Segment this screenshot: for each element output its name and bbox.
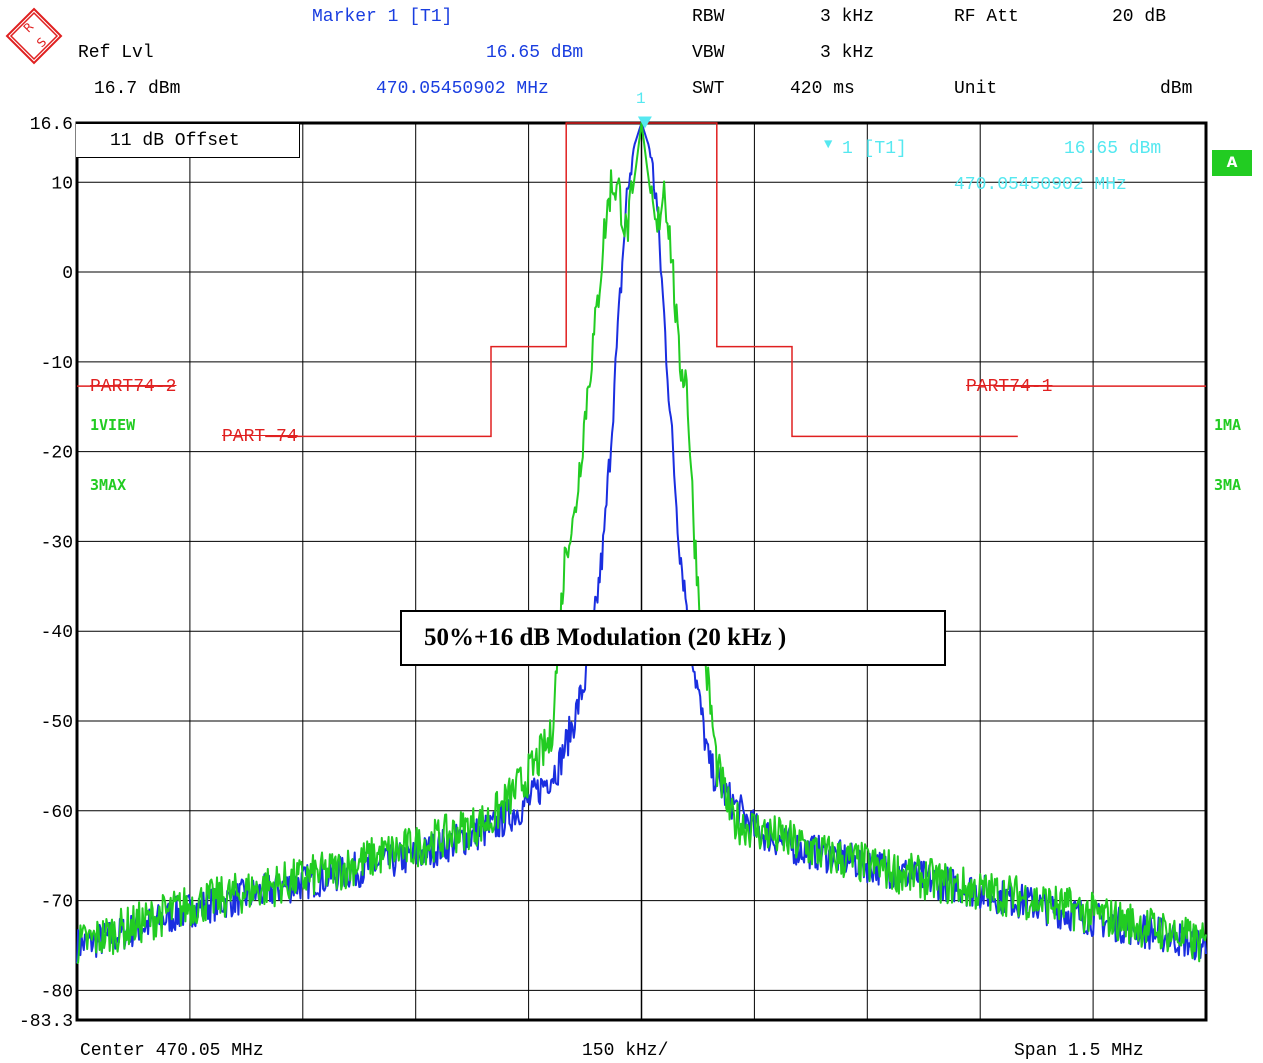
trace3-left-label: 3MAX xyxy=(90,476,127,494)
rbw-label: RBW xyxy=(692,7,725,27)
y-tick-label: 0 xyxy=(62,264,73,284)
y-tick-label: -10 xyxy=(41,354,73,374)
center-frequency: Center 470.05 MHz xyxy=(80,1041,264,1061)
vbw-value: 3 kHz xyxy=(820,43,875,63)
marker-frequency: 470.05450902 MHz xyxy=(376,79,549,99)
y-tick-label: -80 xyxy=(41,982,73,1002)
limit-part74-1-label: PART74-1 xyxy=(966,377,1053,397)
marker-box-triangle-icon: ▼ xyxy=(824,137,833,153)
marker-number-label: 1 xyxy=(636,90,646,108)
span: Span 1.5 MHz xyxy=(1014,1041,1144,1061)
y-tick-label: -40 xyxy=(41,623,73,643)
modulation-caption: 50%+16 dB Modulation (20 kHz ) xyxy=(400,610,946,666)
swt-value: 420 ms xyxy=(790,79,855,99)
traces xyxy=(76,122,1207,965)
marker-box-name: 1 [T1] xyxy=(842,139,907,159)
marker-title: Marker 1 [T1] xyxy=(312,7,453,27)
marker-layer xyxy=(637,116,652,129)
y-tick-label: -70 xyxy=(41,893,73,913)
y-tick-label: 16.6 xyxy=(30,115,73,135)
ref-lvl-value: 16.7 dBm xyxy=(94,79,181,99)
frequency-per-division: 150 kHz/ xyxy=(582,1041,669,1061)
trace1-left-label: 1VIEW xyxy=(90,416,136,434)
trace-3max xyxy=(76,122,1207,965)
limit-part74-label: PART-74 xyxy=(222,427,298,447)
rf-att-value: 20 dB xyxy=(1112,7,1167,27)
marker-level: 16.65 dBm xyxy=(486,43,584,63)
y-tick-label: -50 xyxy=(41,713,73,733)
marker-1-triangle xyxy=(637,116,652,129)
ref-lvl-label: Ref Lvl xyxy=(78,43,154,63)
rf-att-label: RF Att xyxy=(954,7,1019,27)
rs-logo: R S xyxy=(5,7,63,65)
marker-box-level: 16.65 dBm xyxy=(1064,139,1162,159)
y-tick-label: -83.3 xyxy=(19,1012,73,1032)
offset-label: 11 dB Offset xyxy=(76,124,300,158)
unit-label: Unit xyxy=(954,79,998,99)
y-tick-label: 10 xyxy=(51,174,73,194)
y-tick-labels: 16.6 10 0 -10 -20 -30 -40 -50 -60 -70 -80 -83.3 xyxy=(19,115,73,1032)
trace1-right-label: 1MA xyxy=(1214,416,1242,434)
swt-label: SWT xyxy=(692,79,725,99)
unit-value: dBm xyxy=(1160,79,1193,99)
trace3-right-label: 3MA xyxy=(1214,476,1242,494)
y-tick-label: -30 xyxy=(41,533,73,553)
marker-box-frequency: 470.05450902 MHz xyxy=(954,175,1127,195)
y-tick-label: -20 xyxy=(41,444,73,464)
trace-a-badge: A xyxy=(1212,150,1252,176)
y-tick-label: -60 xyxy=(41,803,73,823)
limit-part74-2-label: PART74-2 xyxy=(90,377,177,397)
rbw-value: 3 kHz xyxy=(820,7,875,27)
vbw-label: VBW xyxy=(692,43,725,63)
